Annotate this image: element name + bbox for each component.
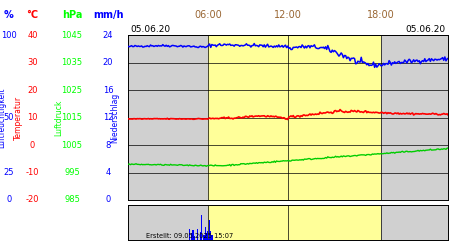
Text: Niederschlag: Niederschlag (110, 92, 119, 142)
Text: %: % (4, 10, 14, 20)
Text: 20: 20 (27, 86, 38, 94)
Text: Luftfeuchtigkeit: Luftfeuchtigkeit (0, 87, 6, 148)
Bar (208, 205, 381, 240)
Bar (381, 35, 448, 200)
Bar (203, 236, 205, 240)
Bar (128, 205, 208, 240)
Bar (208, 35, 381, 200)
Text: 985: 985 (64, 196, 80, 204)
Text: 24: 24 (103, 30, 113, 40)
Text: 50: 50 (4, 113, 14, 122)
Text: 1035: 1035 (62, 58, 82, 67)
Text: 0: 0 (30, 140, 35, 149)
Text: Erstellt: 09.05.2025 15:07: Erstellt: 09.05.2025 15:07 (146, 233, 234, 239)
Bar (207, 230, 208, 240)
Text: °C: °C (27, 10, 38, 20)
Text: 1005: 1005 (62, 140, 82, 149)
Text: 05.06.20: 05.06.20 (130, 25, 171, 34)
Text: 20: 20 (103, 58, 113, 67)
Text: mm/h: mm/h (93, 10, 123, 20)
Text: 06:00: 06:00 (194, 10, 222, 20)
Text: 100: 100 (1, 30, 17, 40)
Bar (194, 236, 195, 240)
Text: 10: 10 (27, 113, 38, 122)
Text: 1045: 1045 (62, 30, 82, 40)
Bar (381, 205, 448, 240)
Bar (189, 229, 190, 240)
Bar (210, 231, 211, 240)
Text: 12: 12 (103, 113, 113, 122)
Text: 40: 40 (27, 30, 38, 40)
Bar (191, 233, 193, 240)
Bar (205, 227, 206, 240)
Text: -10: -10 (26, 168, 39, 177)
Text: 995: 995 (64, 168, 80, 177)
Text: -20: -20 (26, 196, 39, 204)
Text: 4: 4 (105, 168, 111, 177)
Text: 8: 8 (105, 140, 111, 149)
Bar (192, 230, 194, 240)
Text: 1015: 1015 (62, 113, 82, 122)
Text: 30: 30 (27, 58, 38, 67)
Text: 1025: 1025 (62, 86, 82, 94)
Text: 16: 16 (103, 86, 113, 94)
Text: 05.06.20: 05.06.20 (406, 25, 446, 34)
Bar (208, 239, 209, 240)
Bar (206, 234, 207, 240)
Bar (209, 220, 210, 240)
Text: Temperatur: Temperatur (14, 96, 23, 140)
Text: 25: 25 (4, 168, 14, 177)
Text: 12:00: 12:00 (274, 10, 302, 20)
Text: 18:00: 18:00 (367, 10, 395, 20)
Bar (128, 35, 208, 200)
Bar (211, 235, 212, 240)
Text: 0: 0 (105, 196, 111, 204)
Text: Luftdruck: Luftdruck (54, 99, 63, 136)
Bar (201, 215, 202, 240)
Text: 0: 0 (6, 196, 12, 204)
Text: hPa: hPa (62, 10, 82, 20)
Bar (200, 232, 201, 240)
Bar (197, 229, 198, 240)
